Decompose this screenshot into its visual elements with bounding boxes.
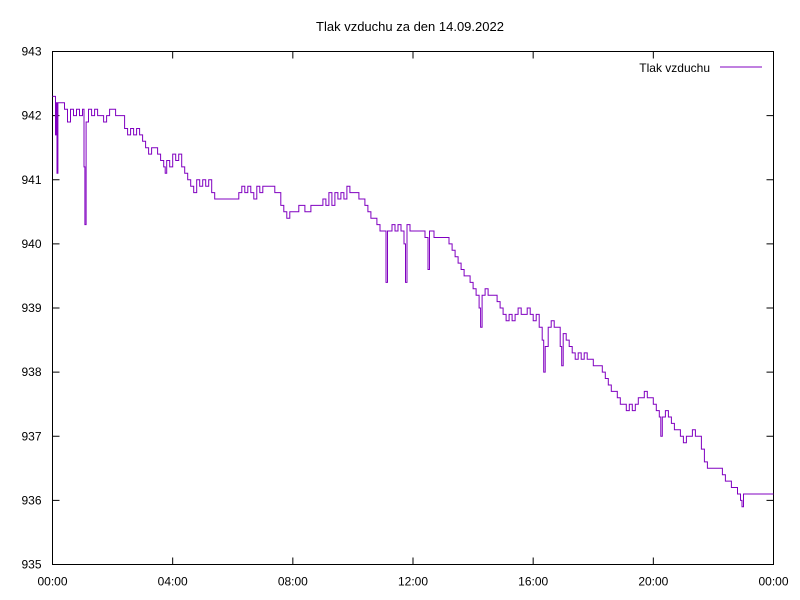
- y-tick-label: 935: [21, 558, 41, 572]
- y-tick-label: 940: [21, 237, 41, 251]
- y-tick-label: 941: [21, 173, 41, 187]
- x-tick-label: 08:00: [278, 575, 308, 589]
- x-tick-label: 00:00: [37, 575, 67, 589]
- y-tick-label: 942: [21, 109, 41, 123]
- x-tick-label: 04:00: [158, 575, 188, 589]
- legend: Tlak vzduchu: [639, 61, 762, 75]
- x-axis: 00:00 04:00 08:00 12:00 16:00 20:00 00:00: [37, 51, 789, 589]
- x-tick-label: 12:00: [398, 575, 428, 589]
- y-tick-label: 936: [21, 493, 41, 507]
- legend-label: Tlak vzduchu: [639, 61, 710, 75]
- y-tick-label: 939: [21, 301, 41, 315]
- x-tick-label: 00:00: [758, 575, 788, 589]
- y-tick-label: 943: [21, 45, 41, 59]
- x-tick-label: 20:00: [638, 575, 668, 589]
- y-axis: 935 936 937 938 939 940 941 942 943: [21, 45, 774, 572]
- chart-title: Tlak vzduchu za den 14.09.2022: [316, 19, 504, 34]
- plot-frame: [52, 51, 774, 565]
- series-line-tlak-vzduchu: [52, 95, 774, 508]
- y-tick-label: 938: [21, 365, 41, 379]
- x-tick-label: 16:00: [518, 575, 548, 589]
- y-tick-label: 937: [21, 429, 41, 443]
